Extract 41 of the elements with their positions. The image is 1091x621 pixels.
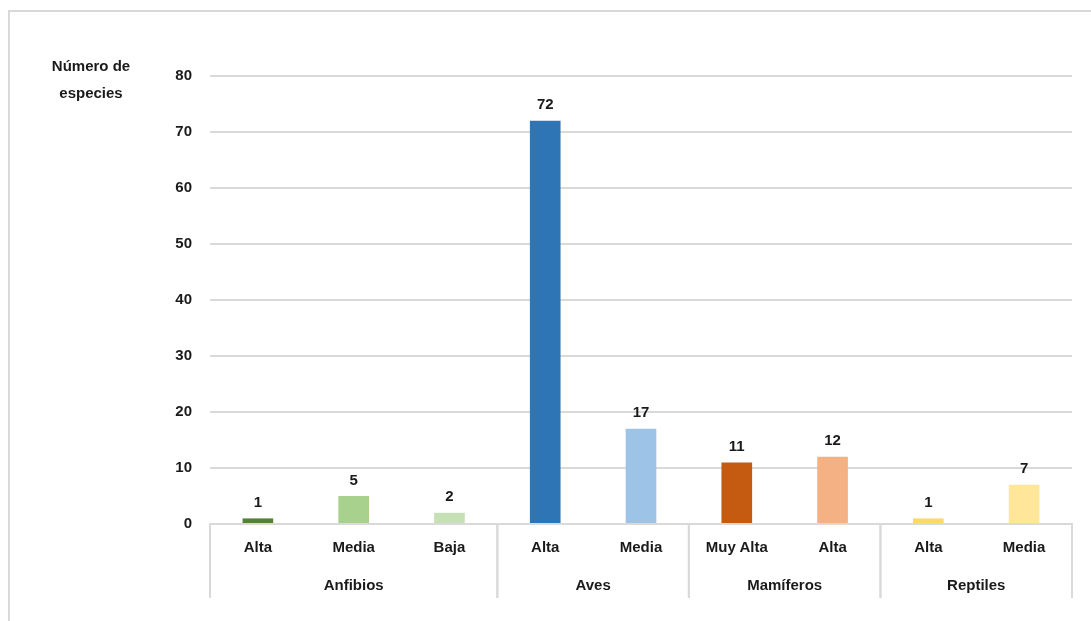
x-tick-label: Alta bbox=[243, 538, 273, 556]
y-tick-label: 0 bbox=[183, 514, 192, 532]
y-axis-title: Número de especies bbox=[50, 56, 132, 103]
text: Aves bbox=[575, 576, 611, 594]
text: Anfibios bbox=[323, 576, 384, 594]
y-tick-label: 40 bbox=[175, 290, 192, 308]
data-label: 1 bbox=[253, 493, 263, 511]
bar bbox=[434, 512, 465, 523]
data-label: 7 bbox=[1019, 459, 1029, 477]
data-label: 1 bbox=[924, 493, 933, 511]
x-tick-label: Alta bbox=[914, 538, 944, 556]
x-tick-label: Media bbox=[619, 538, 663, 556]
data-label: 11 bbox=[728, 437, 745, 455]
y-tick-label: 10 bbox=[175, 458, 192, 476]
x-tick-label: Alta bbox=[531, 538, 561, 556]
data-label: 12 bbox=[824, 431, 841, 449]
y-tick-label: 30 bbox=[175, 346, 192, 364]
x-tick-label: Media bbox=[332, 538, 376, 556]
x-tick-label: Baja bbox=[433, 538, 466, 556]
text: Mamíferos bbox=[747, 576, 823, 594]
y-tick-label: 50 bbox=[175, 234, 192, 252]
bar bbox=[529, 120, 561, 523]
x-tick-label: Muy Alta bbox=[705, 538, 769, 556]
bar bbox=[242, 518, 274, 523]
data-label: 72 bbox=[536, 95, 554, 113]
data-label: 5 bbox=[349, 470, 358, 488]
bar bbox=[913, 518, 944, 523]
data-label: 17 bbox=[632, 403, 650, 421]
y-tick-label: 60 bbox=[175, 178, 192, 196]
text: Reptiles bbox=[947, 576, 1006, 594]
y-tick-label: 80 bbox=[175, 66, 192, 84]
bar bbox=[625, 428, 657, 523]
bar bbox=[338, 496, 369, 523]
bar bbox=[817, 456, 848, 523]
bar bbox=[721, 462, 753, 523]
data-label: 2 bbox=[445, 487, 454, 505]
bar bbox=[1008, 484, 1040, 523]
x-tick-label: Media bbox=[1002, 538, 1047, 556]
x-tick-label: Alta bbox=[818, 538, 848, 556]
y-tick-label: 20 bbox=[175, 402, 192, 420]
y-tick-label: 70 bbox=[175, 122, 192, 140]
